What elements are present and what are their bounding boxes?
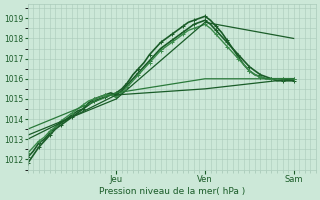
X-axis label: Pression niveau de la mer( hPa ): Pression niveau de la mer( hPa ): [99, 187, 245, 196]
